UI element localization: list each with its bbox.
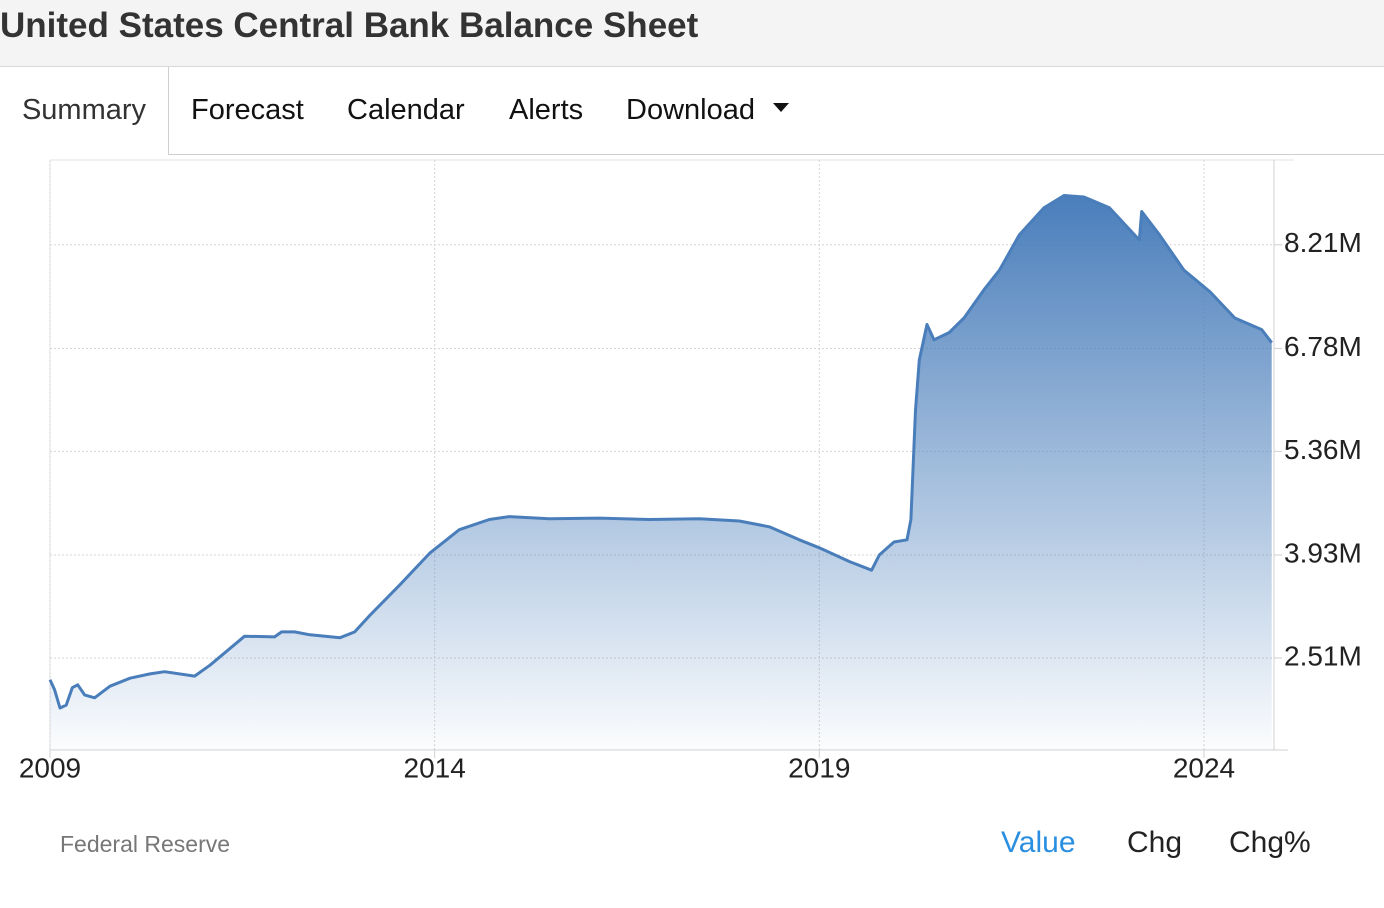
view-toggle[interactable]: Value bbox=[1001, 826, 1076, 859]
source: Federal Reserve bbox=[60, 831, 231, 857]
y-tick-label: 2.51M bbox=[1284, 640, 1362, 671]
tab[interactable]: Alerts bbox=[509, 94, 584, 126]
view-toggle[interactable]: Chg bbox=[1127, 826, 1183, 859]
dropdown-caret bbox=[772, 102, 789, 112]
x-tick-label: 2019 bbox=[788, 752, 850, 783]
chart: 2.51M 3.93M 5.36M 6.78M 8.21M 2009 2014 2019 202… bbox=[19, 159, 1362, 783]
x-tick-label: 2024 bbox=[1173, 752, 1235, 783]
tab[interactable]: Forecast bbox=[191, 94, 304, 126]
header: United States Central Bank Balance Sheet bbox=[0, 0, 1384, 67]
area-fill bbox=[50, 195, 1272, 750]
y-tick-label: 5.36M bbox=[1284, 434, 1362, 465]
view-toggle[interactable]: Chg% bbox=[1229, 826, 1311, 859]
tab-label: Download bbox=[626, 94, 755, 126]
page-title: United States Central Bank Balance Sheet bbox=[0, 6, 699, 45]
y-tick-label: 3.93M bbox=[1284, 537, 1362, 568]
x-tick-label: 2009 bbox=[19, 752, 81, 783]
y-tick-label: 8.21M bbox=[1284, 227, 1362, 258]
tab[interactable]: Calendar bbox=[347, 94, 465, 126]
y-tick-label: 6.78M bbox=[1284, 331, 1362, 362]
tab-dropdown[interactable]: Download bbox=[626, 67, 789, 154]
x-tick-label: 2014 bbox=[404, 752, 466, 783]
series-line bbox=[48, 194, 1273, 710]
tab-bar: Summary Forecast Calendar Alerts Downloa… bbox=[0, 67, 1384, 155]
tab[interactable]: Summary bbox=[0, 67, 169, 155]
